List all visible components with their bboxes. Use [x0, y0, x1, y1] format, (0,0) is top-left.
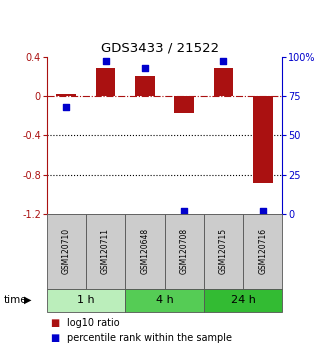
Text: GSM120716: GSM120716	[258, 228, 267, 274]
Text: time: time	[3, 295, 27, 305]
Text: GSM120711: GSM120711	[101, 228, 110, 274]
Bar	[135, 76, 155, 96]
Bar	[214, 68, 233, 96]
FancyBboxPatch shape	[204, 214, 243, 289]
Text: 4 h: 4 h	[156, 295, 173, 305]
Bar	[56, 94, 76, 96]
Text: GDS3433 / 21522: GDS3433 / 21522	[101, 41, 220, 54]
Text: GSM120715: GSM120715	[219, 228, 228, 274]
Point	[182, 208, 187, 214]
FancyBboxPatch shape	[86, 214, 125, 289]
Bar	[174, 96, 194, 113]
Text: 1 h: 1 h	[77, 295, 95, 305]
Text: ■: ■	[50, 318, 59, 328]
Point	[142, 65, 147, 70]
Text: ▶: ▶	[24, 295, 31, 305]
Point	[64, 104, 69, 110]
FancyBboxPatch shape	[164, 214, 204, 289]
Text: ■: ■	[50, 333, 59, 343]
Bar	[96, 68, 115, 96]
Point	[103, 58, 108, 64]
FancyBboxPatch shape	[125, 214, 164, 289]
Text: percentile rank within the sample: percentile rank within the sample	[67, 333, 232, 343]
Text: GSM120710: GSM120710	[62, 228, 71, 274]
Bar	[253, 96, 273, 183]
Point	[221, 58, 226, 64]
Point	[260, 208, 265, 214]
Text: log10 ratio: log10 ratio	[67, 318, 120, 328]
Text: 24 h: 24 h	[231, 295, 256, 305]
FancyBboxPatch shape	[47, 214, 86, 289]
FancyBboxPatch shape	[47, 289, 125, 312]
Text: GSM120648: GSM120648	[140, 228, 149, 274]
FancyBboxPatch shape	[125, 289, 204, 312]
FancyBboxPatch shape	[243, 214, 282, 289]
FancyBboxPatch shape	[204, 289, 282, 312]
Text: GSM120708: GSM120708	[180, 228, 189, 274]
